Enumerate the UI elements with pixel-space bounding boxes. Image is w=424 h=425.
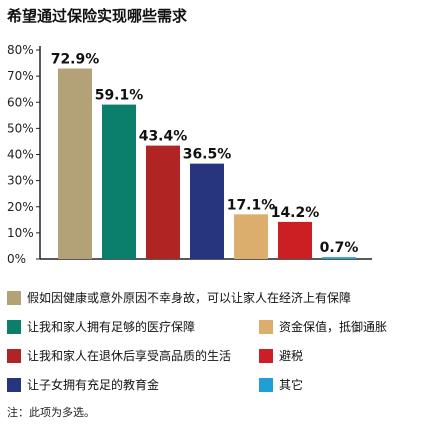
legend-item: 避税: [259, 347, 303, 364]
legend-item: 假如因健康或意外原因不幸身故，可以让家人在经济上有保障: [7, 289, 351, 306]
data-label: 36.5%: [183, 147, 232, 163]
bar: [322, 257, 356, 259]
bar: [58, 68, 92, 259]
legend-swatch: [7, 290, 21, 305]
legend-item: 资金保值，抵御通胀: [259, 318, 387, 335]
legend-swatch: [259, 319, 273, 334]
legend-item: 其它: [259, 376, 303, 393]
bar: [234, 214, 268, 259]
legend-item: 让我和家人拥有足够的医疗保障: [7, 318, 195, 335]
legend-swatch: [259, 348, 273, 363]
data-label: 43.4%: [139, 129, 188, 145]
y-tick-label: 70%: [7, 69, 34, 83]
chart-title: 希望通过保险实现哪些需求: [7, 7, 188, 25]
y-tick-label: 30%: [7, 174, 34, 188]
bar: [278, 221, 312, 259]
y-tick-label: 0%: [7, 252, 26, 266]
y-tick-label: 20%: [7, 200, 34, 214]
y-tick-label: 10%: [7, 226, 34, 240]
y-tick-label: 60%: [7, 95, 34, 109]
footnote: 注：此项为多选。: [7, 406, 95, 419]
data-label: 59.1%: [95, 88, 144, 104]
legend-label: 让我和家人在退休后享受高品质的生活: [27, 349, 232, 363]
legend-swatch: [7, 377, 21, 392]
legend-swatch: [259, 377, 273, 392]
data-label: 17.1%: [227, 197, 276, 213]
data-label: 72.9%: [51, 52, 100, 68]
y-tick-label: 80%: [7, 43, 34, 57]
data-label: 0.7%: [320, 240, 359, 256]
bar: [190, 163, 224, 259]
legend-label: 资金保值，抵御通胀: [279, 320, 388, 334]
legend-label: 假如因健康或意外原因不幸身故，可以让家人在经济上有保障: [27, 291, 352, 305]
legend-swatch: [7, 319, 21, 334]
legend-item: 让我和家人在退休后享受高品质的生活: [7, 347, 231, 364]
legend-label: 其它: [279, 378, 304, 392]
legend-label: 避税: [279, 349, 304, 363]
legend-item: 让子女拥有充足的教育金: [7, 376, 159, 393]
data-label: 14.2%: [271, 205, 320, 221]
bar: [102, 104, 136, 259]
y-tick-label: 40%: [7, 148, 34, 162]
bar: [146, 145, 180, 259]
legend-swatch: [7, 348, 21, 363]
legend-label: 让子女拥有充足的教育金: [27, 378, 160, 392]
y-tick-label: 50%: [7, 121, 34, 135]
legend-label: 让我和家人拥有足够的医疗保障: [27, 320, 196, 334]
